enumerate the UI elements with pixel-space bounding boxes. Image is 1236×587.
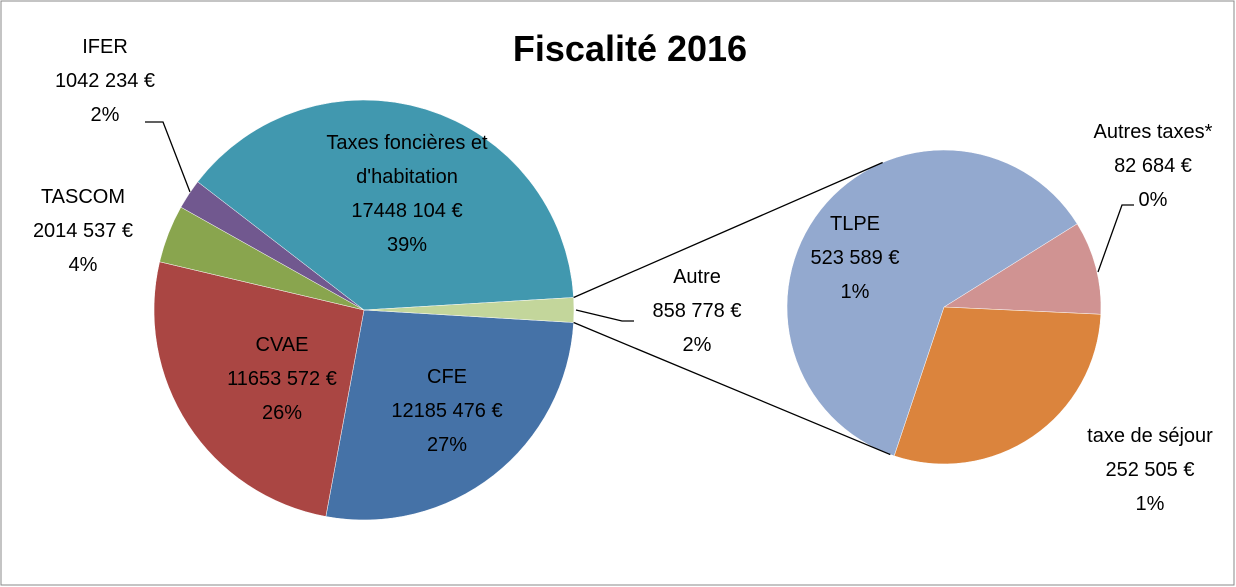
label-line: Autre: [673, 266, 721, 288]
label-line: 82 684 €: [1114, 155, 1192, 177]
connector-line: [573, 161, 883, 299]
label-line: 0%: [1138, 189, 1168, 211]
label-line: 2%: [90, 104, 120, 126]
pie-slice: [197, 99, 574, 311]
label-line: 39%: [386, 234, 428, 256]
pie-slice: [786, 149, 1078, 457]
label-line: TLPE: [829, 213, 881, 235]
data-label: IFER 1042 234 € 2%: [25, 30, 185, 132]
leader-line: [145, 121, 191, 193]
pie-slice: [893, 306, 1102, 465]
pie-slice: [325, 309, 574, 521]
data-label: Autre 858 778 € 2%: [617, 260, 777, 362]
label-line: 2%: [682, 334, 712, 356]
label-line: 523 589 €: [810, 247, 900, 269]
connector-line: [573, 321, 891, 456]
label-line: 1%: [840, 281, 870, 303]
label-line: IFER: [82, 36, 128, 58]
pie-slice: [153, 261, 365, 517]
label-line: CVAE: [255, 334, 309, 356]
label-line: 17448 104 €: [351, 200, 463, 222]
data-label: CVAE 11653 572 € 26%: [182, 328, 382, 430]
data-label: Autres taxes* 82 684 € 0%: [1053, 115, 1236, 217]
chart-title: Fiscalité 2016: [512, 28, 748, 69]
leader-line: [575, 309, 634, 322]
pie-slice: [363, 297, 575, 323]
label-line: 2014 537 €: [32, 220, 134, 242]
label-line: 26%: [261, 402, 303, 424]
label-line: 1042 234 €: [54, 70, 156, 92]
data-label: taxe de séjour 252 505 € 1%: [1050, 419, 1236, 521]
pie-slice: [943, 223, 1102, 315]
leader-line: [1097, 204, 1134, 273]
label-line: Autres taxes*: [1093, 121, 1213, 143]
data-label: CFE 12185 476 € 27%: [347, 360, 547, 462]
label-line: Taxes foncières et d'habitation: [326, 132, 488, 188]
label-line: 252 505 €: [1105, 459, 1195, 481]
label-line: 858 778 €: [652, 300, 742, 322]
label-line: 12185 476 €: [391, 400, 503, 422]
label-line: 11653 572 €: [227, 368, 337, 390]
label-line: TASCOM: [40, 186, 126, 208]
label-line: CFE: [427, 366, 467, 388]
label-line: 4%: [68, 254, 98, 276]
data-label: TASCOM 2014 537 € 4%: [3, 180, 163, 282]
label-line: 27%: [426, 434, 468, 456]
data-label: TLPE 523 589 € 1%: [775, 207, 935, 309]
label-line: 1%: [1135, 493, 1165, 515]
data-label: Taxes foncières et d'habitation 17448 104…: [287, 126, 527, 262]
label-line: taxe de séjour: [1087, 425, 1213, 447]
